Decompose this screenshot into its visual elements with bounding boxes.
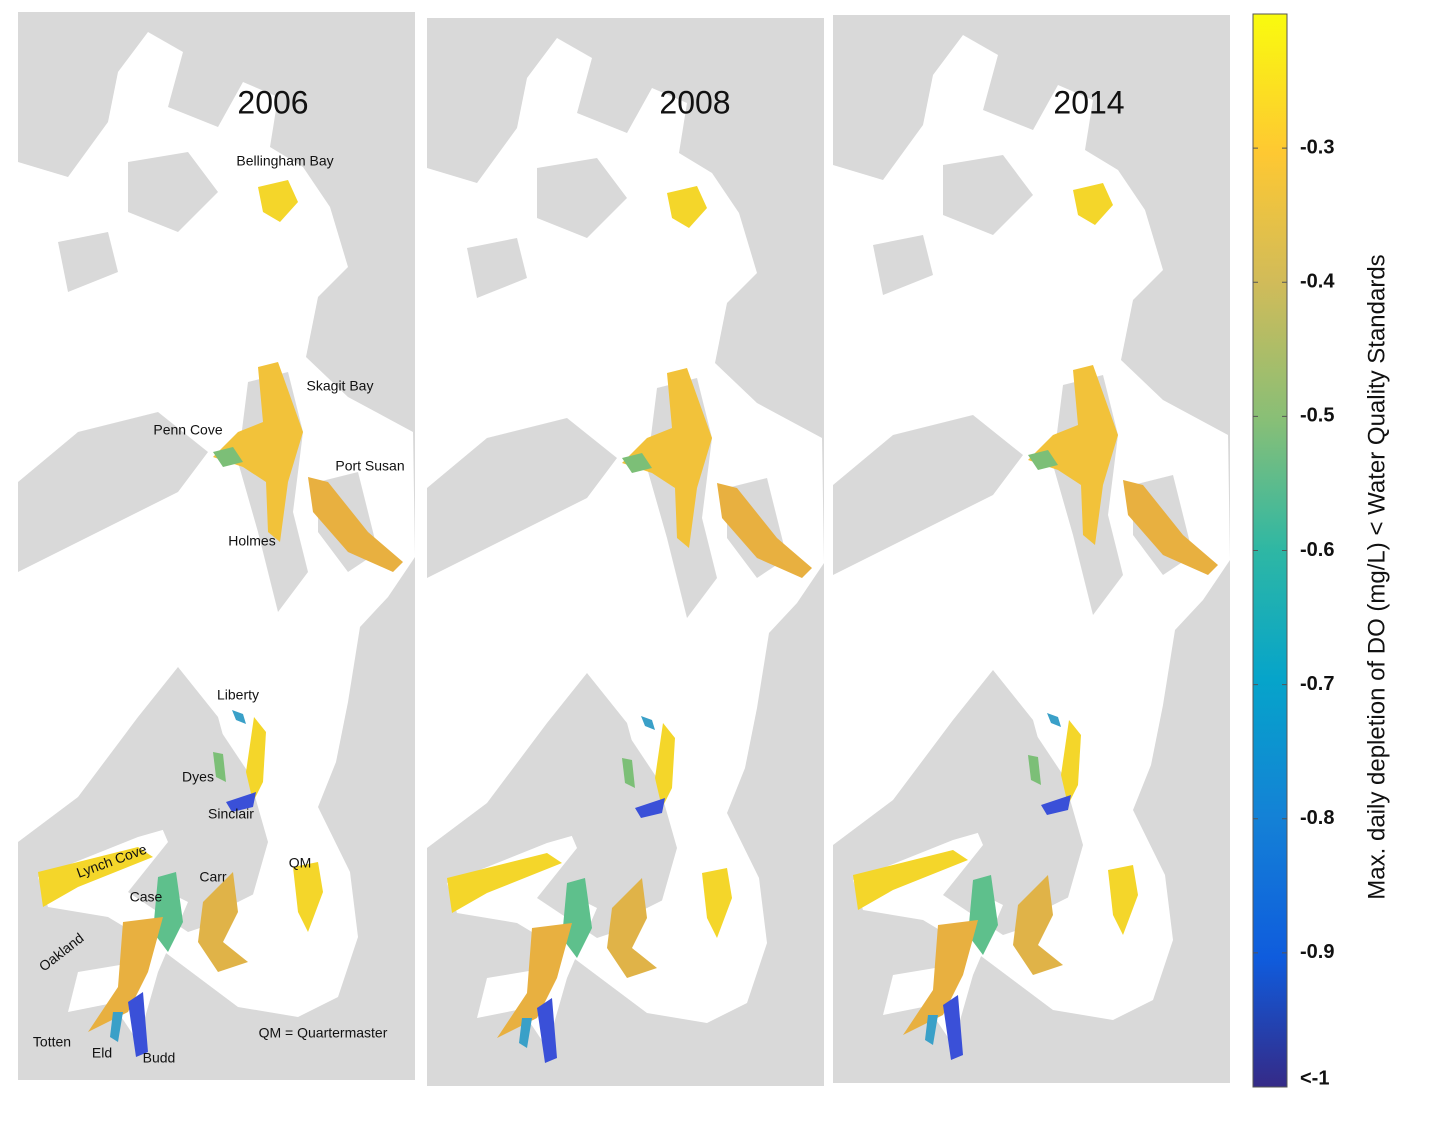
- colorbar-tick-label: -0.9: [1300, 941, 1334, 963]
- colorbar-tick-label: -0.4: [1300, 271, 1335, 293]
- place-label: Sinclair: [208, 806, 254, 822]
- colorbar-tick-label: -0.3: [1300, 136, 1334, 158]
- colorbar: [1252, 13, 1288, 1088]
- note: QM = Quartermaster: [259, 1025, 388, 1041]
- map-panel: [833, 15, 1230, 1083]
- place-label: Carr: [199, 869, 227, 885]
- place-label: Skagit Bay: [307, 378, 374, 394]
- place-label: Budd: [143, 1050, 176, 1066]
- place-label: Case: [130, 889, 163, 905]
- place-label: QM: [289, 855, 312, 871]
- place-label: Holmes: [228, 533, 275, 549]
- place-label: Dyes: [182, 769, 214, 785]
- place-label: Eld: [92, 1045, 112, 1061]
- place-label: Penn Cove: [153, 422, 222, 438]
- map-panel: [427, 18, 824, 1086]
- panel-title: 2006: [237, 84, 308, 120]
- colorbar-tick-label: -0.7: [1300, 673, 1334, 695]
- panel-title: 2014: [1053, 84, 1124, 120]
- place-label: Bellingham Bay: [236, 153, 333, 169]
- map-panel: [18, 12, 415, 1080]
- colorbar-label: Max. daily depletion of DO (mg/L) < Wate…: [1363, 254, 1390, 899]
- place-label: Liberty: [217, 687, 259, 703]
- place-label: Port Susan: [335, 458, 404, 474]
- colorbar-tick-label: -0.6: [1300, 539, 1334, 561]
- colorbar-tick-label: -0.5: [1300, 405, 1334, 427]
- colorbar-tick-label: <-1: [1300, 1067, 1329, 1089]
- place-label: Totten: [33, 1034, 71, 1050]
- panel-title: 2008: [659, 84, 730, 120]
- colorbar-tick-label: -0.8: [1300, 807, 1334, 829]
